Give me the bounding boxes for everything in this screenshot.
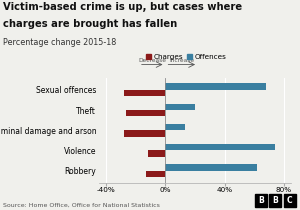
- Text: Decrease: Decrease: [138, 58, 166, 63]
- Legend: Charges, Offences: Charges, Offences: [142, 51, 230, 63]
- Bar: [166, 83, 266, 90]
- Text: charges are brought has fallen: charges are brought has fallen: [3, 19, 177, 29]
- Bar: [166, 164, 257, 171]
- Bar: [124, 130, 166, 137]
- FancyBboxPatch shape: [255, 194, 267, 207]
- FancyBboxPatch shape: [269, 194, 281, 207]
- Bar: [166, 104, 195, 110]
- Bar: [148, 150, 166, 157]
- Text: B: B: [258, 196, 264, 205]
- Text: B: B: [272, 196, 278, 205]
- FancyBboxPatch shape: [284, 194, 296, 207]
- Text: Increase: Increase: [169, 58, 194, 63]
- Bar: [166, 144, 275, 150]
- Text: Source: Home Office, Office for National Statistics: Source: Home Office, Office for National…: [3, 203, 160, 208]
- Text: Victim-based crime is up, but cases where: Victim-based crime is up, but cases wher…: [3, 2, 242, 12]
- Text: Percentage change 2015-18: Percentage change 2015-18: [3, 38, 116, 47]
- Bar: [126, 110, 166, 117]
- Bar: [146, 171, 166, 177]
- Bar: [166, 124, 185, 130]
- Bar: [124, 90, 166, 96]
- Text: C: C: [287, 196, 292, 205]
